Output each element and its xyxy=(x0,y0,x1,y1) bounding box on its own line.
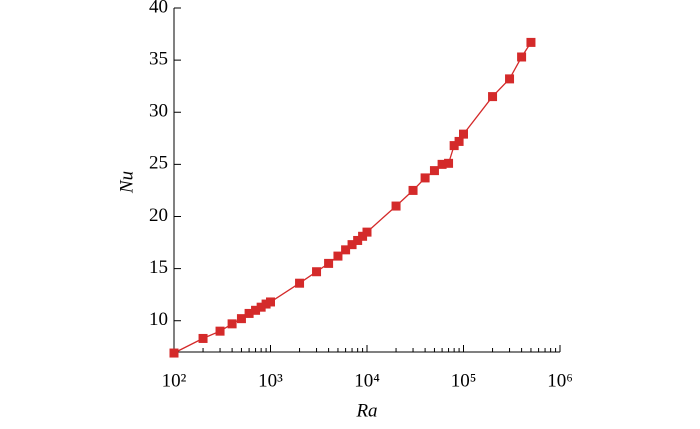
y-axis-label: Nu xyxy=(116,171,137,194)
marker xyxy=(256,302,266,312)
y-tick-label: 30 xyxy=(149,101,168,122)
marker xyxy=(526,37,536,47)
y-tick-label: 40 xyxy=(149,0,168,17)
marker xyxy=(437,159,447,169)
x-tick-label: 10² xyxy=(162,370,187,391)
y-tick-label: 25 xyxy=(149,153,168,174)
marker xyxy=(362,227,372,237)
marker xyxy=(449,141,459,151)
marker xyxy=(488,92,498,102)
marker xyxy=(266,297,275,307)
y-tick-label: 15 xyxy=(149,257,168,278)
marker xyxy=(295,278,305,288)
marker xyxy=(444,158,454,168)
marker xyxy=(347,240,357,250)
marker xyxy=(429,166,439,176)
x-tick-label: 10⁴ xyxy=(354,370,380,391)
marker xyxy=(420,173,430,183)
marker xyxy=(312,267,322,277)
marker xyxy=(454,136,464,146)
marker xyxy=(391,201,401,211)
marker xyxy=(333,251,343,261)
marker xyxy=(459,129,468,139)
y-tick-label: 10 xyxy=(149,309,168,330)
marker xyxy=(169,348,179,358)
marker xyxy=(408,185,418,195)
marker xyxy=(244,308,254,318)
marker xyxy=(227,319,237,329)
marker xyxy=(353,235,363,245)
marker xyxy=(517,52,527,62)
marker xyxy=(236,314,246,324)
y-tick-label: 20 xyxy=(149,205,168,226)
marker xyxy=(505,74,515,84)
marker xyxy=(198,333,208,343)
line xyxy=(173,42,532,354)
x-tick-label: 10⁶ xyxy=(547,370,573,391)
marker xyxy=(251,305,261,315)
marker xyxy=(215,326,225,336)
marker xyxy=(341,245,351,255)
x-tick-label: 10³ xyxy=(258,370,283,391)
marker xyxy=(324,258,334,268)
y-tick-label: 35 xyxy=(149,48,168,69)
x-axis-label: Ra xyxy=(355,400,377,421)
x-tick-label: 10⁵ xyxy=(451,370,477,391)
